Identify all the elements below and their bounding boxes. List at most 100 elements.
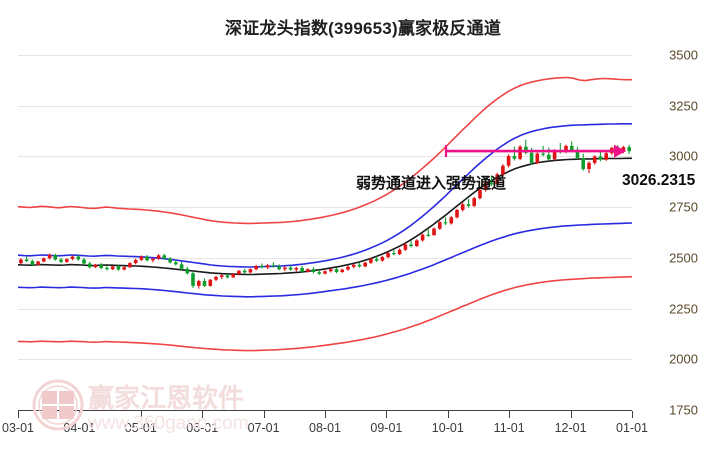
- y-axis-tick-label: 1750: [669, 402, 698, 418]
- candle-body: [139, 256, 144, 260]
- x-axis-tick-label: 06-01: [186, 421, 219, 435]
- candle-body: [351, 264, 356, 267]
- candle-body: [219, 275, 224, 277]
- x-axis-tick: [141, 411, 142, 418]
- candle-body: [88, 263, 92, 268]
- band-line: [18, 275, 632, 352]
- candle-body: [30, 261, 35, 265]
- candle-body: [455, 210, 459, 218]
- candle-body: [254, 266, 258, 270]
- candle-body: [237, 270, 241, 274]
- candle-body: [231, 274, 235, 278]
- candle-body: [415, 240, 419, 247]
- candle-body: [409, 244, 413, 247]
- candle-body: [317, 272, 322, 274]
- candle-body: [621, 147, 626, 152]
- band-line: [18, 222, 632, 298]
- candle-body: [432, 228, 436, 236]
- candle-body: [65, 259, 69, 262]
- band-line: [18, 157, 632, 276]
- candle-body: [478, 190, 482, 199]
- last-price-label: 3026.2315: [622, 172, 696, 189]
- candle-body: [420, 234, 425, 241]
- candle-body: [19, 259, 23, 264]
- candle-body: [489, 182, 494, 185]
- channel-annotation-text: 弱势通道进入强势通道: [356, 175, 507, 192]
- candle-body: [506, 156, 511, 166]
- x-axis-tick-label: 05-01: [124, 421, 157, 435]
- candle-body: [202, 281, 207, 286]
- candle-body: [570, 145, 574, 151]
- candle-body: [552, 150, 557, 160]
- candle-body: [53, 255, 58, 260]
- y-axis-labels: 3500 3250 3000 2750 2500 2250 2000 1750: [636, 48, 722, 418]
- candle-body: [76, 256, 81, 260]
- candle-body: [145, 256, 149, 261]
- candle-body: [495, 174, 499, 185]
- x-axis-tick-label: 11-01: [493, 421, 525, 435]
- x-axis-labels: 03-01 04-01 05-01 06-01 07-01 08-01 09-01 10-01…: [0, 411, 726, 441]
- candle-body: [334, 269, 339, 272]
- candle-body: [449, 217, 454, 224]
- candle-body: [524, 146, 528, 153]
- candle-body: [47, 255, 52, 259]
- x-axis-tick: [448, 411, 449, 418]
- candle-body: [575, 150, 580, 158]
- x-axis-tick-label: 04-01: [63, 421, 96, 435]
- candle-body: [472, 198, 476, 206]
- candle-body: [627, 147, 631, 152]
- candle-body: [564, 145, 568, 152]
- candle-body: [24, 259, 29, 262]
- candle-body: [82, 259, 86, 264]
- y-axis-tick-label: 2750: [669, 199, 698, 215]
- candle-body: [323, 271, 327, 274]
- candle-body: [443, 222, 448, 224]
- candle-body: [518, 146, 522, 159]
- candle-body: [363, 262, 367, 267]
- chart-canvas: [18, 55, 632, 360]
- candle-body: [105, 268, 109, 270]
- candle-body: [225, 275, 230, 278]
- candle-body: [110, 266, 115, 270]
- page-title: 深证龙头指数(399653)赢家极反通道: [224, 19, 502, 38]
- candle-body: [426, 234, 431, 236]
- candle-body: [271, 265, 276, 267]
- candle-body: [300, 268, 304, 272]
- candle-body: [277, 266, 281, 270]
- candle-body: [311, 269, 316, 272]
- candle-body: [151, 258, 155, 261]
- candle-body: [541, 153, 545, 155]
- candle-body: [156, 255, 161, 259]
- candle-body: [179, 264, 184, 269]
- candle-body: [466, 204, 471, 206]
- y-axis-tick-label: 3000: [669, 148, 698, 164]
- annotation-arrow-head: [614, 144, 626, 158]
- candle-body: [592, 156, 597, 163]
- candle-body: [369, 259, 373, 263]
- candle-body: [122, 267, 126, 270]
- candle-body: [99, 264, 103, 268]
- x-axis-tick-label: 07-01: [247, 421, 280, 435]
- candle-body: [70, 256, 75, 259]
- candle-body: [501, 165, 505, 175]
- candle-body: [329, 269, 333, 272]
- candle-body: [191, 273, 195, 286]
- candle-body: [392, 253, 396, 255]
- candle-body: [260, 266, 264, 268]
- x-axis-tick: [264, 411, 265, 418]
- x-axis-tick: [386, 411, 387, 418]
- x-axis-tick-label: 09-01: [370, 421, 403, 435]
- candle-body: [214, 276, 218, 280]
- candle-body: [529, 152, 534, 163]
- candle-body: [36, 261, 40, 265]
- candle-body: [547, 154, 551, 160]
- candle-body: [288, 267, 293, 270]
- x-axis-tick: [325, 411, 326, 418]
- band-line: [18, 76, 632, 225]
- candle-body: [460, 204, 465, 210]
- candle-body: [403, 244, 408, 250]
- y-axis-tick-label: 3250: [669, 98, 698, 114]
- candle-body: [208, 279, 213, 286]
- candle-body: [248, 269, 253, 273]
